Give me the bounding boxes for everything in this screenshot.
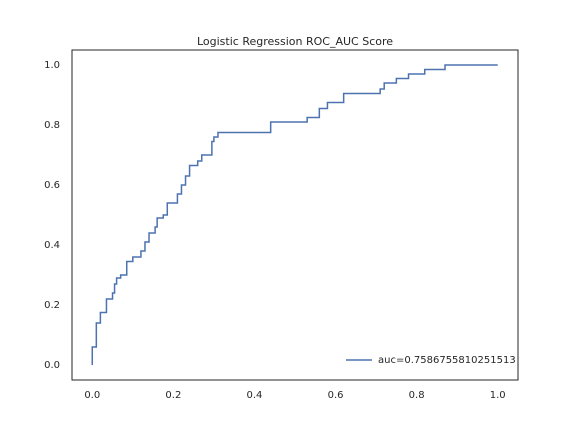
roc-line	[91, 64, 498, 365]
x-tick-label: 0.2	[165, 390, 181, 401]
y-tick-label: 0.8	[44, 120, 60, 131]
y-tick-label: 1.0	[44, 60, 60, 71]
chart-title: Logistic Regression ROC_AUC Score	[197, 35, 393, 48]
plot-frame	[71, 49, 519, 381]
y-tick-label: 0.4	[44, 240, 60, 251]
x-tick-label: 0.0	[84, 390, 100, 401]
x-tick-label: 1.0	[490, 390, 506, 401]
y-tick-label: 0.6	[44, 180, 60, 191]
x-tick-label: 0.4	[247, 390, 263, 401]
x-tick-label: 0.8	[409, 390, 425, 401]
y-tick-label: 0.2	[44, 300, 60, 311]
legend-label: auc=0.7586755810251513	[378, 355, 516, 366]
y-tick-label: 0.0	[44, 360, 60, 371]
x-tick-label: 0.6	[328, 390, 344, 401]
